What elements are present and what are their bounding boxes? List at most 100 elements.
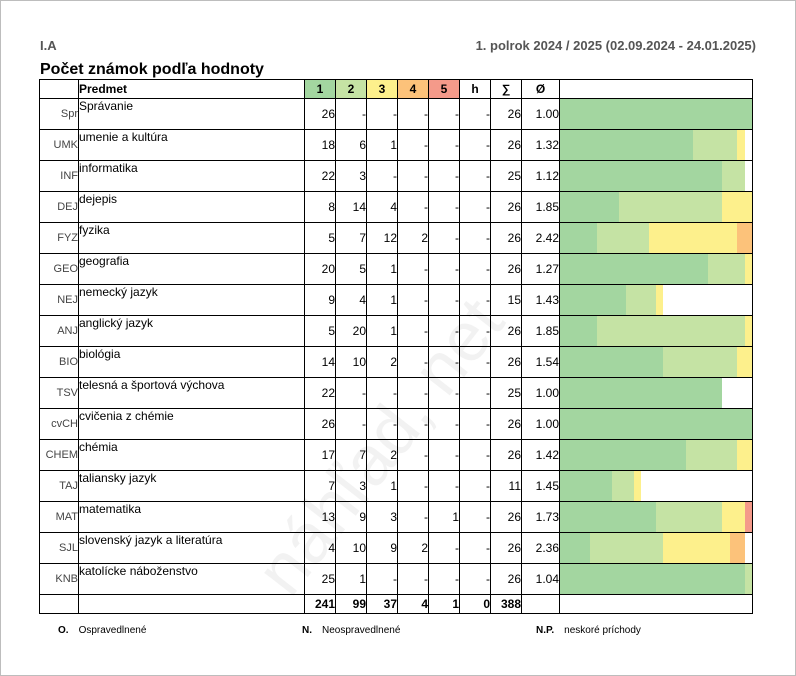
grade-sum: 26 (490, 253, 522, 285)
distribution-bar (559, 532, 753, 564)
subject-code: TAJ (39, 470, 79, 502)
grade-5-count: - (428, 346, 460, 378)
grade-5-count: - (428, 284, 460, 316)
table-row: BIO biológia 14 10 2- - -26 1.54 (39, 346, 753, 378)
grade-4-count: - (397, 563, 429, 595)
distribution-bar (559, 253, 753, 285)
subject-code: BIO (39, 346, 79, 378)
grades-table: Predmet 1 2 3 4 5 h ∑ Ø Spr Správanie 26- -… (39, 79, 753, 614)
h-header: h (459, 79, 491, 99)
total-sum: 388 (490, 594, 522, 614)
subject-code: CHEM (39, 439, 79, 471)
totals-row: 241 99 37 4 1 0 388 (39, 594, 753, 614)
grade-average: 1.00 (521, 98, 560, 130)
grade-5-count: - (428, 439, 460, 471)
grade-3-count: 1 (366, 284, 398, 316)
grade-1-count: 18 (304, 129, 336, 161)
subject-code: Spr (39, 98, 79, 130)
grade-1-count: 4 (304, 532, 336, 564)
grade-2-count: 20 (335, 315, 367, 347)
bar-segment-grade-2 (626, 285, 656, 315)
stacked-bar (560, 254, 752, 284)
bar-segment-grade-1 (560, 192, 620, 222)
distribution-bar (559, 98, 753, 130)
grade-5-count: - (428, 377, 460, 409)
h-count: - (459, 470, 491, 502)
bar-segment-grade-2 (685, 440, 738, 470)
total-grade-4: 4 (397, 594, 429, 614)
bar-segment-grade-4 (729, 533, 745, 563)
grade-4-count: - (397, 439, 429, 471)
subject-header: Predmet (78, 79, 305, 99)
distribution-bar (559, 377, 753, 409)
bar-segment-grade-3 (744, 316, 752, 346)
grade-1-count: 17 (304, 439, 336, 471)
legend-label: Ospravedlnené (78, 625, 147, 636)
grade-4-count: - (397, 253, 429, 285)
grade-sum: 25 (490, 160, 522, 192)
grade-4-count: 2 (397, 532, 429, 564)
grade-2-count: - (335, 98, 367, 130)
h-count: - (459, 222, 491, 254)
grade-1-count: 26 (304, 408, 336, 440)
grade-average: 1.12 (521, 160, 560, 192)
subject-name: umenie a kultúra (78, 129, 305, 161)
grade-1-count: 22 (304, 160, 336, 192)
grade-3-count: 3 (366, 501, 398, 533)
grade-1-count: 13 (304, 501, 336, 533)
table-row: UMK umenie a kultúra 18 6 1- - -26 1.32 (39, 129, 753, 161)
grade-3-count: 12 (366, 222, 398, 254)
h-count: - (459, 439, 491, 471)
grade-sum: 26 (490, 408, 522, 440)
stacked-bar (560, 502, 752, 532)
h-count: - (459, 160, 491, 192)
bar-segment-grade-1 (560, 223, 597, 253)
grade-3-count: 1 (366, 129, 398, 161)
table-row: SJL slovenský jazyk a literatúra 4 10 9 2- -26… (39, 532, 753, 564)
subject-code: INF (39, 160, 79, 192)
grade-3-count: 4 (366, 191, 398, 223)
bar-segment-grade-1 (560, 161, 723, 191)
grade-4-count: - (397, 284, 429, 316)
grade-1-count: 22 (304, 377, 336, 409)
grade-2-count: 5 (335, 253, 367, 285)
grade-1-header: 1 (304, 79, 336, 99)
grade-5-count: - (428, 253, 460, 285)
grade-sum: 26 (490, 532, 522, 564)
stacked-bar (560, 192, 752, 222)
total-grade-5: 1 (428, 594, 460, 614)
grade-4-count: - (397, 315, 429, 347)
subject-code: GEO (39, 253, 79, 285)
grade-4-count: - (397, 377, 429, 409)
stacked-bar (560, 409, 752, 439)
term-period: 1. polrok 2024 / 2025 (02.09.2024 - 24.0… (475, 38, 756, 53)
bar-segment-grade-1 (560, 347, 664, 377)
table-row: TSV telesná a športová výchova 22- - - - -25 1.… (39, 377, 753, 409)
bar-segment-grade-4 (737, 223, 752, 253)
grade-2-count: 7 (335, 439, 367, 471)
distribution-bar (559, 501, 753, 533)
distribution-bar (559, 346, 753, 378)
bar-segment-grade-1 (560, 471, 612, 501)
table-row: MAT matematika 13 9 3-1-26 1.73 (39, 501, 753, 533)
grade-5-count: - (428, 191, 460, 223)
page-title: Počet známok podľa hodnoty (40, 61, 264, 78)
grade-3-count: 1 (366, 315, 398, 347)
distribution-bar (559, 191, 753, 223)
bar-segment-grade-2 (722, 161, 745, 191)
bar-segment-grade-1 (560, 99, 752, 129)
h-count: - (459, 563, 491, 595)
subject-code: KNB (39, 563, 79, 595)
subject-name: informatika (78, 160, 305, 192)
grade-3-count: - (366, 563, 398, 595)
total-average (521, 594, 560, 614)
total-distribution (559, 594, 753, 614)
grade-5-count: - (428, 563, 460, 595)
grade-4-count: - (397, 98, 429, 130)
h-count: - (459, 532, 491, 564)
grade-average: 2.36 (521, 532, 560, 564)
legend-key: N.P. (536, 625, 555, 636)
grade-sum: 11 (490, 470, 522, 502)
subject-code: ANJ (39, 315, 79, 347)
grade-average: 1.85 (521, 191, 560, 223)
